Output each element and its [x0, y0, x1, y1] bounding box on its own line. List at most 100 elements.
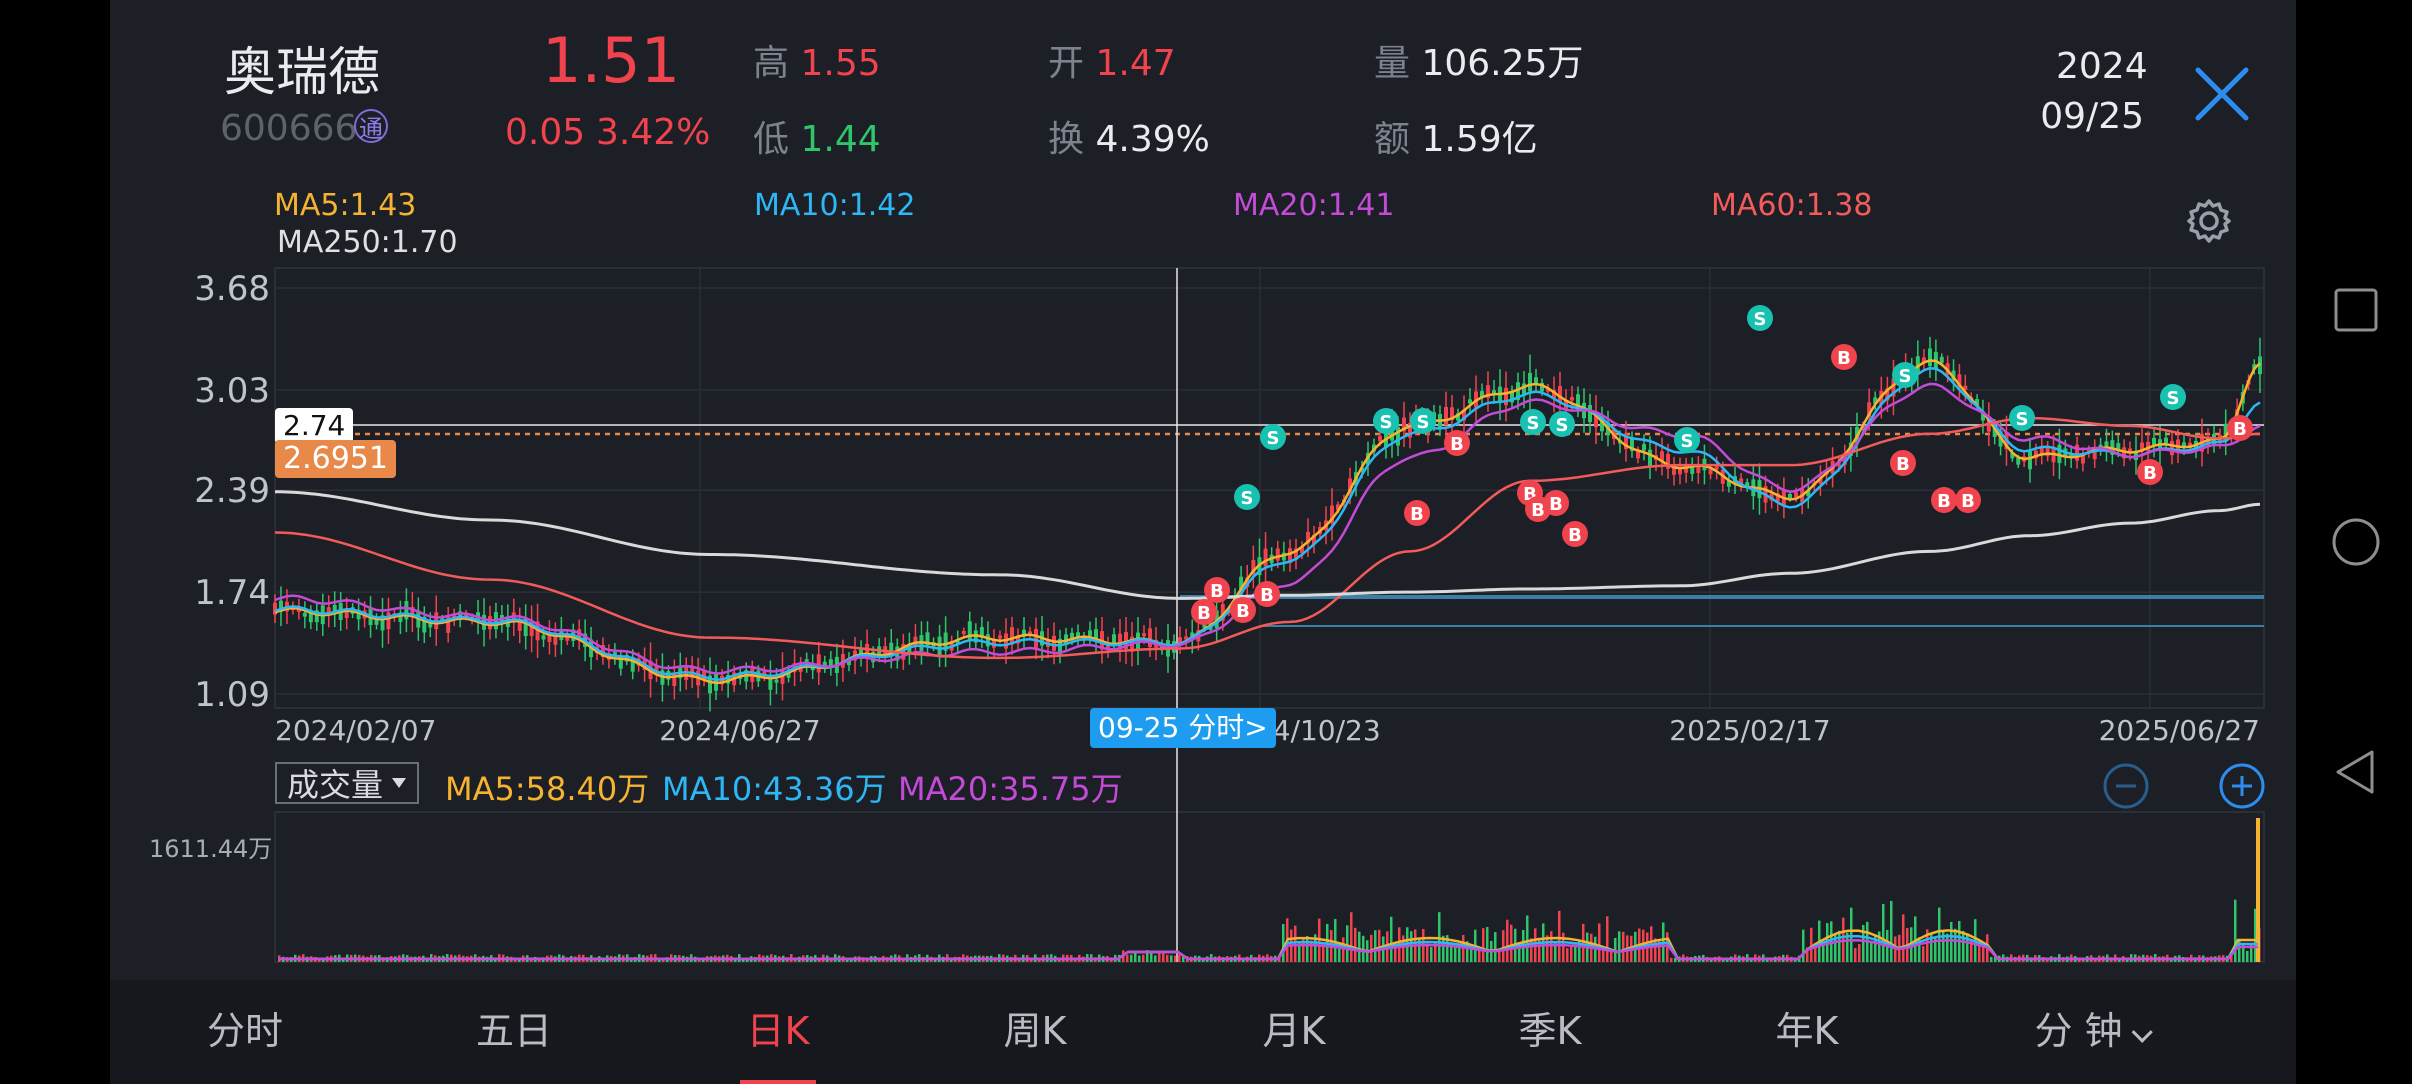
tab-0[interactable]: 分时	[206, 1009, 284, 1053]
marker-dot	[2227, 415, 2253, 441]
marker-letter: B	[2233, 419, 2247, 440]
volume-bar	[1306, 936, 1309, 962]
tab-4[interactable]: 月K	[1262, 1009, 1326, 1053]
volume-bar	[1918, 937, 1921, 962]
buy-marker: B	[1444, 430, 1470, 456]
candle-body	[1630, 438, 1634, 451]
candle-body	[1444, 406, 1448, 426]
tab-3[interactable]: 周K	[1003, 1009, 1067, 1053]
volume-bar	[1822, 944, 1825, 962]
volume-bar	[1458, 945, 1461, 962]
zoom-out-button[interactable]	[2102, 762, 2150, 810]
marker-dot	[1191, 599, 1217, 625]
candle-body	[1022, 629, 1026, 637]
marker-letter: S	[2167, 388, 2180, 409]
candle-body	[985, 634, 990, 647]
volume-bar	[1314, 934, 1317, 962]
volume-bar	[1950, 921, 1953, 962]
candle-body	[1546, 387, 1550, 392]
nav-home-button[interactable]	[2300, 486, 2412, 598]
candle-body	[1708, 469, 1713, 475]
buy-marker: B	[1543, 490, 1569, 516]
volume-bar	[1174, 955, 1177, 962]
tab-1[interactable]: 五日	[475, 1009, 553, 1053]
candle-body	[684, 667, 689, 681]
candle-body	[1522, 383, 1526, 396]
candle-body	[1402, 417, 1406, 432]
volume-bar	[1966, 934, 1969, 962]
candle-body	[1806, 490, 1811, 497]
volume-bar	[1846, 932, 1849, 962]
candle-body	[2146, 441, 2150, 452]
volume-bars	[278, 818, 2261, 962]
marker-dot	[2160, 384, 2186, 410]
volume-bar	[1562, 932, 1565, 962]
settings-button[interactable]	[2184, 196, 2234, 246]
sell-marker: S	[1549, 411, 1575, 437]
tab-7[interactable]: 分 钟	[2034, 1000, 2153, 1055]
candle-body	[308, 612, 313, 623]
volume-bar	[1994, 954, 1997, 962]
candle-body	[398, 612, 403, 622]
candle-body	[2134, 450, 2138, 461]
volume-bar	[1182, 954, 1185, 962]
marker-letter: S	[1681, 431, 1694, 452]
volume-bar	[1802, 929, 1805, 962]
candle-body	[2128, 448, 2132, 454]
candle-body	[967, 621, 972, 641]
volume-bar	[1434, 941, 1437, 962]
ma-line-ma60	[274, 416, 2261, 660]
volume-bar	[1426, 943, 1429, 962]
volume-bar	[2234, 899, 2237, 962]
volume-bar	[1838, 930, 1841, 962]
marker-letter: S	[2016, 409, 2029, 430]
candle-body	[1588, 404, 1592, 423]
volume-bar	[1526, 915, 1529, 962]
candle-body	[1528, 372, 1532, 392]
candle-body	[1672, 467, 1676, 475]
nav-recent-apps-button[interactable]	[2300, 254, 2412, 366]
marker-letter: S	[1417, 412, 1430, 433]
tab-5[interactable]: 季K	[1518, 1009, 1582, 1053]
volume-bar	[1606, 916, 1609, 962]
nav-back-button[interactable]	[2300, 716, 2412, 828]
volume-bar	[1578, 940, 1581, 962]
volume-bar	[1970, 940, 1973, 962]
date-year: 2024	[2056, 46, 2148, 87]
volume-bar	[1442, 935, 1445, 962]
volume-bar	[1658, 940, 1661, 962]
marker-letter: S	[1556, 415, 1569, 436]
volume-bar	[1570, 944, 1573, 962]
crosshair-date-tag[interactable]: 09-25 分时>	[1090, 708, 1276, 748]
ma60-legend: MA60:1.38	[1711, 188, 1873, 223]
volume-bar	[1990, 956, 1993, 962]
zoom-in-button[interactable]	[2218, 762, 2266, 810]
candle-body	[1306, 531, 1310, 544]
volume-bar	[1146, 950, 1149, 962]
volume-bar	[1882, 903, 1885, 962]
marker-dot	[1955, 487, 1981, 513]
candle-body	[1220, 603, 1225, 621]
candle-body	[1263, 548, 1268, 567]
volume-bar	[1162, 953, 1165, 962]
candle-body	[1957, 374, 1962, 388]
volume-bar	[1862, 924, 1865, 962]
close-button[interactable]	[2192, 64, 2252, 124]
volume-bar	[1554, 942, 1557, 962]
tab-2[interactable]: 日K	[746, 1009, 810, 1053]
ma250-legend: MA250:1.70	[277, 225, 458, 260]
volume-bar	[1938, 907, 1941, 962]
candle-body	[1726, 480, 1731, 487]
candle-body	[1516, 382, 1520, 401]
candle-body	[446, 616, 451, 633]
candle-body	[1678, 467, 1682, 475]
marker-dot	[1549, 411, 1575, 437]
tab-6[interactable]: 年K	[1775, 1009, 1839, 1053]
candle-body	[2045, 446, 2050, 457]
indicator-selector-label: 成交量	[287, 766, 384, 804]
candle-body	[630, 656, 635, 672]
indicator-selector[interactable]: 成交量	[275, 762, 420, 804]
stock-connect-badge[interactable]: 通	[354, 109, 388, 143]
volume-max-label: 1611.44万	[149, 835, 273, 863]
